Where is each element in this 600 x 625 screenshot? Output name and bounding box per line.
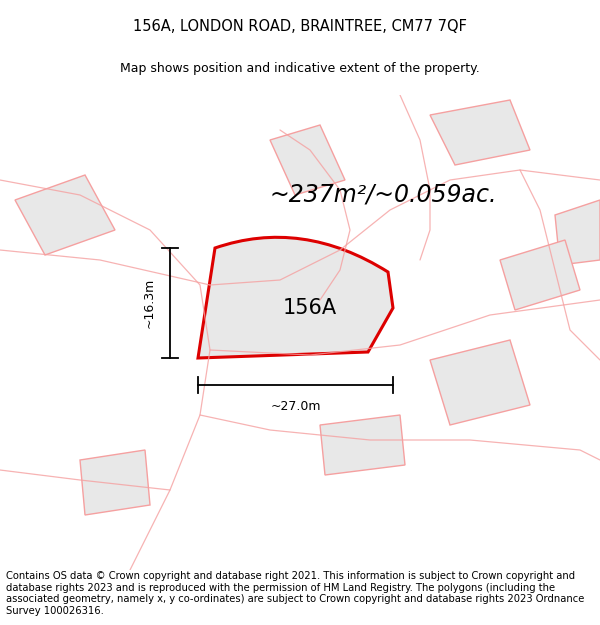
Polygon shape: [500, 240, 580, 310]
Text: Map shows position and indicative extent of the property.: Map shows position and indicative extent…: [120, 62, 480, 75]
Text: ~16.3m: ~16.3m: [143, 278, 156, 328]
Polygon shape: [555, 200, 600, 265]
Text: ~237m²/~0.059ac.: ~237m²/~0.059ac.: [270, 183, 497, 207]
Polygon shape: [15, 175, 115, 255]
Text: ~27.0m: ~27.0m: [270, 400, 321, 413]
Polygon shape: [270, 125, 345, 195]
Polygon shape: [430, 340, 530, 425]
Polygon shape: [320, 415, 405, 475]
Polygon shape: [430, 100, 530, 165]
Text: 156A: 156A: [283, 298, 337, 318]
Text: Contains OS data © Crown copyright and database right 2021. This information is : Contains OS data © Crown copyright and d…: [6, 571, 584, 616]
Polygon shape: [80, 450, 150, 515]
PathPatch shape: [198, 238, 393, 358]
Text: 156A, LONDON ROAD, BRAINTREE, CM77 7QF: 156A, LONDON ROAD, BRAINTREE, CM77 7QF: [133, 19, 467, 34]
